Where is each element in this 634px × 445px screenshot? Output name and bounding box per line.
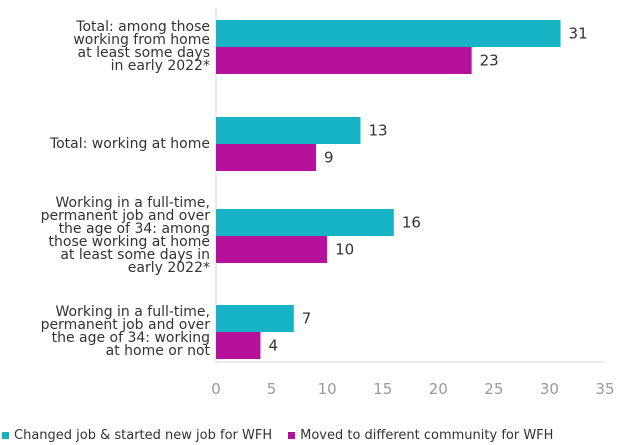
legend-swatch <box>2 432 9 439</box>
category-label-line: early 2022* <box>127 260 210 276</box>
legend-swatch <box>288 432 296 439</box>
category-label-line: in early 2022* <box>110 58 210 74</box>
bar-s1-c2 <box>216 117 361 144</box>
category-label-line: the age of 34: among <box>58 221 210 237</box>
x-tick-label-25: 25 <box>484 380 503 398</box>
legend-item-2: Moved to different community for WFH <box>288 428 553 443</box>
value-label-s2-c3: 10 <box>335 241 354 259</box>
bar-s2-c2 <box>216 144 317 171</box>
category-label-line: those working at home <box>48 234 210 250</box>
category-label-1: Total: among those working from home at le… <box>73 19 210 74</box>
bar-s2-c4 <box>216 332 261 359</box>
x-tick-label-35: 35 <box>595 380 614 398</box>
category-label-line: Total: among those <box>76 19 210 35</box>
category-label-line: Total: working at home <box>49 135 210 152</box>
bar-s1-c1 <box>216 20 561 47</box>
bar-s2-c1 <box>216 47 472 74</box>
value-label-s1-c4: 7 <box>302 310 312 328</box>
legend-label: Changed job & started new job for WFH <box>14 428 273 443</box>
category-label-line: at least some days <box>77 45 210 61</box>
value-label-s1-c2: 13 <box>368 122 387 140</box>
category-label-line: working from home <box>73 32 210 48</box>
value-label-s2-c2: 9 <box>324 149 334 167</box>
x-tick-label-0: 0 <box>211 380 221 398</box>
x-tick-label-5: 5 <box>267 380 277 398</box>
category-label-line: permanent job and over <box>40 317 210 333</box>
category-label-line: at least some days in <box>60 247 210 263</box>
category-label-line: Working in a full-time, <box>55 304 210 320</box>
category-label-4: Working in a full-time, permanent job and… <box>40 304 210 359</box>
category-label-line: Working in a full-time, <box>55 195 210 211</box>
value-label-s1-c1: 31 <box>569 25 588 43</box>
category-label-line: permanent job and over <box>40 208 210 224</box>
value-label-s2-c4: 4 <box>268 337 278 355</box>
legend: Changed job & started new job for WFH Mov… <box>2 428 569 443</box>
x-tick-label-20: 20 <box>429 380 448 398</box>
category-label-line: the age of 34: working <box>51 330 210 346</box>
category-label-3: Working in a full-time, permanent job and… <box>40 195 210 276</box>
category-label-line: at home or not <box>105 343 210 359</box>
category-label-2: Total: working at home <box>49 135 210 152</box>
legend-label: Moved to different community for WFH <box>300 428 554 443</box>
bar-s2-c3 <box>216 236 328 263</box>
value-label-s2-c1: 23 <box>480 52 499 70</box>
value-label-s1-c3: 16 <box>402 214 421 232</box>
x-tick-label-30: 30 <box>540 380 559 398</box>
legend-item-1: Changed job & started new job for WFH <box>2 428 272 443</box>
bar-s1-c4 <box>216 305 294 332</box>
bar-s1-c3 <box>216 209 394 236</box>
x-tick-label-15: 15 <box>373 380 392 398</box>
x-tick-label-10: 10 <box>318 380 337 398</box>
